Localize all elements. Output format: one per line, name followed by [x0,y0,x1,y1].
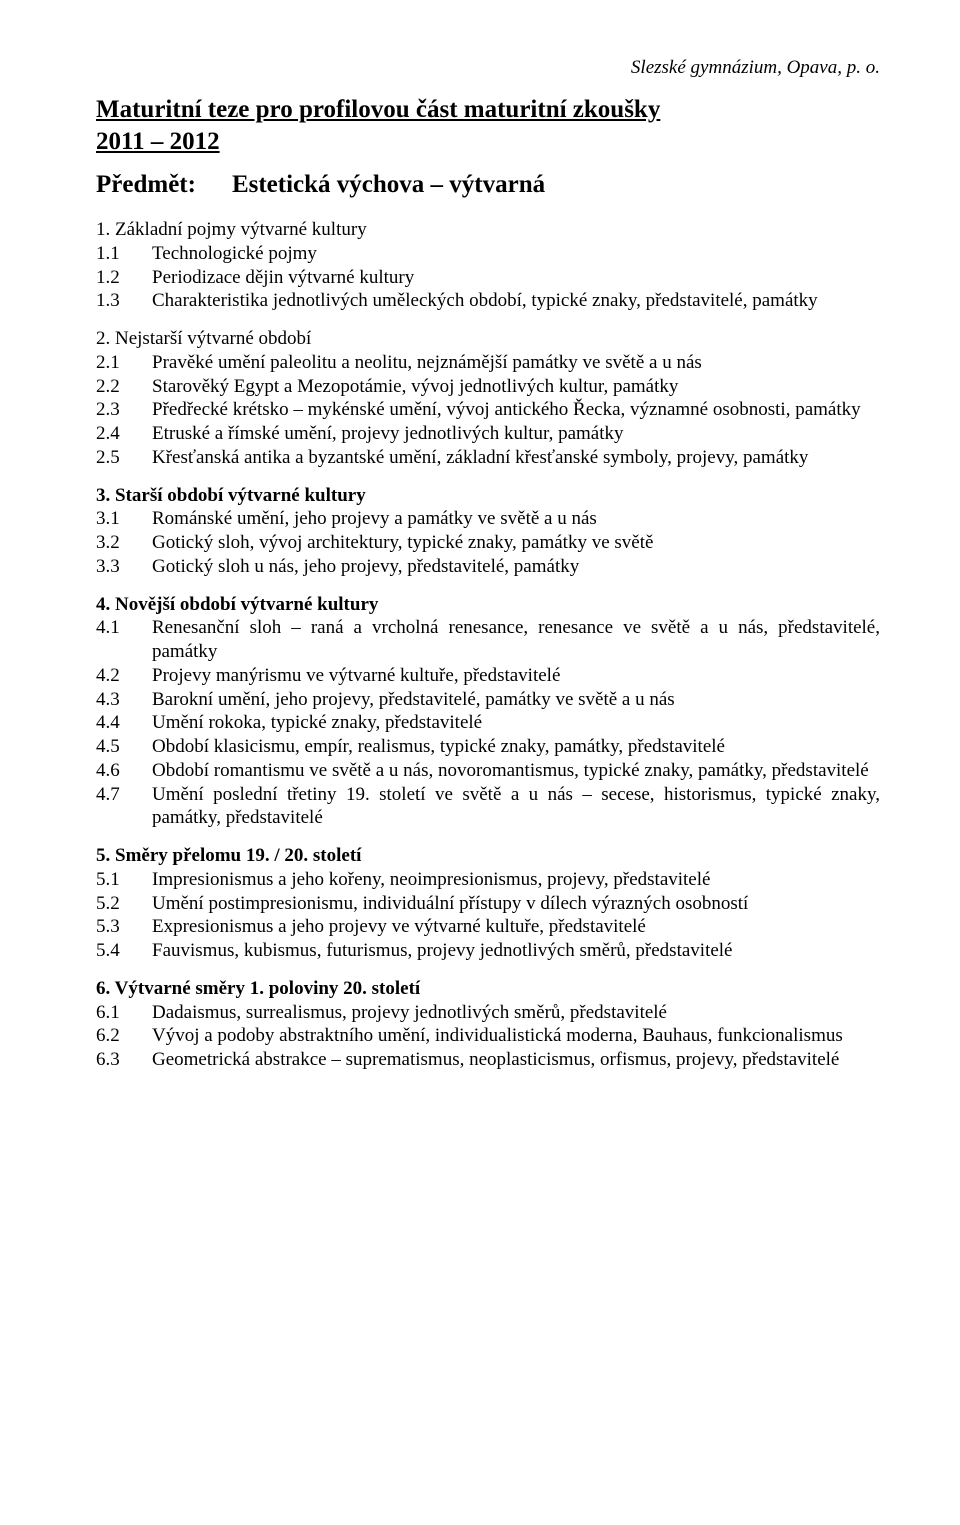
item-text: Fauvismus, kubismus, futurismus, projevy… [152,939,880,963]
list-item: 4.5Období klasicismu, empír, realismus, … [96,735,880,759]
item-text: Období romantismu ve světě a u nás, novo… [152,759,880,783]
list-item: 2.3Předřecké krétsko – mykénské umění, v… [96,398,880,422]
list-item: 3.3Gotický sloh u nás, jeho projevy, pře… [96,555,880,579]
item-number: 4.7 [96,783,152,831]
item-text: Pravěké umění paleolitu a neolitu, nejzn… [152,351,880,375]
section-head: 3. Starší období výtvarné kultury [96,484,880,508]
item-number: 6.2 [96,1024,152,1048]
list-item: 4.1Renesanční sloh – raná a vrcholná ren… [96,616,880,664]
section-head: 2. Nejstarší výtvarné období [96,327,880,351]
item-text: Období klasicismu, empír, realismus, typ… [152,735,880,759]
item-number: 5.4 [96,939,152,963]
item-number: 4.6 [96,759,152,783]
item-text: Dadaismus, surrealismus, projevy jednotl… [152,1001,880,1025]
item-number: 3.2 [96,531,152,555]
list-item: 5.3Expresionismus a jeho projevy ve výtv… [96,915,880,939]
item-text: Předřecké krétsko – mykénské umění, vývo… [152,398,880,422]
list-item: 4.2Projevy manýrismu ve výtvarné kultuře… [96,664,880,688]
list-item: 3.2Gotický sloh, vývoj architektury, typ… [96,531,880,555]
section-head: 5. Směry přelomu 19. / 20. století [96,844,880,868]
item-text: Starověký Egypt a Mezopotámie, vývoj jed… [152,375,880,399]
item-number: 3.1 [96,507,152,531]
list-item: 4.7Umění poslední třetiny 19. století ve… [96,783,880,831]
item-number: 1.3 [96,289,152,313]
list-item: 6.3Geometrická abstrakce – suprematismus… [96,1048,880,1072]
list-item: 4.3Barokní umění, jeho projevy, představ… [96,688,880,712]
item-text: Renesanční sloh – raná a vrcholná renesa… [152,616,880,664]
item-text: Impresionismus a jeho kořeny, neoimpresi… [152,868,880,892]
item-text: Barokní umění, jeho projevy, představite… [152,688,880,712]
item-number: 5.3 [96,915,152,939]
item-number: 1.2 [96,266,152,290]
list-item: 5.4Fauvismus, kubismus, futurismus, proj… [96,939,880,963]
item-number: 4.2 [96,664,152,688]
item-number: 2.2 [96,375,152,399]
section-head: 6. Výtvarné směry 1. poloviny 20. stolet… [96,977,880,1001]
list-item: 2.2Starověký Egypt a Mezopotámie, vývoj … [96,375,880,399]
document-title: Maturitní teze pro profilovou část matur… [96,94,880,159]
item-number: 4.5 [96,735,152,759]
title-line-1: Maturitní teze pro profilovou část matur… [96,96,660,123]
item-number: 3.3 [96,555,152,579]
list-item: 5.1Impresionismus a jeho kořeny, neoimpr… [96,868,880,892]
item-text: Vývoj a podoby abstraktního umění, indiv… [152,1024,880,1048]
item-number: 5.2 [96,892,152,916]
item-text: Technologické pojmy [152,242,880,266]
list-item: 3.1Románské umění, jeho projevy a památk… [96,507,880,531]
item-number: 4.1 [96,616,152,664]
item-text: Gotický sloh u nás, jeho projevy, předst… [152,555,880,579]
subject-row: Předmět: Estetická výchova – výtvarná [96,169,880,200]
item-text: Umění poslední třetiny 19. století ve sv… [152,783,880,831]
item-text: Gotický sloh, vývoj architektury, typick… [152,531,880,555]
list-item: 2.4Etruské a římské umění, projevy jedno… [96,422,880,446]
item-text: Geometrická abstrakce – suprematismus, n… [152,1048,880,1072]
section-head: 4. Novější období výtvarné kultury [96,593,880,617]
item-text: Křesťanská antika a byzantské umění, zák… [152,446,880,470]
item-number: 1.1 [96,242,152,266]
item-text: Expresionismus a jeho projevy ve výtvarn… [152,915,880,939]
list-item: 1.1Technologické pojmy [96,242,880,266]
item-number: 2.5 [96,446,152,470]
item-number: 4.3 [96,688,152,712]
item-number: 5.1 [96,868,152,892]
list-item: 2.1Pravěké umění paleolitu a neolitu, ne… [96,351,880,375]
title-line-2: 2011 – 2012 [96,128,220,155]
item-text: Umění rokoka, typické znaky, představite… [152,711,880,735]
item-text: Periodizace dějin výtvarné kultury [152,266,880,290]
item-text: Etruské a římské umění, projevy jednotli… [152,422,880,446]
list-item: 5.2Umění postimpresionismu, individuální… [96,892,880,916]
list-item: 4.4Umění rokoka, typické znaky, představ… [96,711,880,735]
item-number: 2.3 [96,398,152,422]
item-text: Charakteristika jednotlivých uměleckých … [152,289,880,313]
item-number: 4.4 [96,711,152,735]
item-text: Projevy manýrismu ve výtvarné kultuře, p… [152,664,880,688]
subject-value: Estetická výchova – výtvarná [232,169,545,200]
institution-header: Slezské gymnázium, Opava, p. o. [96,56,880,80]
list-item: 1.2Periodizace dějin výtvarné kultury [96,266,880,290]
list-item: 2.5Křesťanská antika a byzantské umění, … [96,446,880,470]
item-text: Románské umění, jeho projevy a památky v… [152,507,880,531]
item-number: 2.4 [96,422,152,446]
item-text: Umění postimpresionismu, individuální př… [152,892,880,916]
list-item: 6.2Vývoj a podoby abstraktního umění, in… [96,1024,880,1048]
section-head: 1. Základní pojmy výtvarné kultury [96,218,880,242]
item-number: 2.1 [96,351,152,375]
item-number: 6.1 [96,1001,152,1025]
list-item: 4.6Období romantismu ve světě a u nás, n… [96,759,880,783]
list-item: 6.1Dadaismus, surrealismus, projevy jedn… [96,1001,880,1025]
list-item: 1.3Charakteristika jednotlivých umělecký… [96,289,880,313]
item-number: 6.3 [96,1048,152,1072]
subject-label: Předmět: [96,169,196,200]
